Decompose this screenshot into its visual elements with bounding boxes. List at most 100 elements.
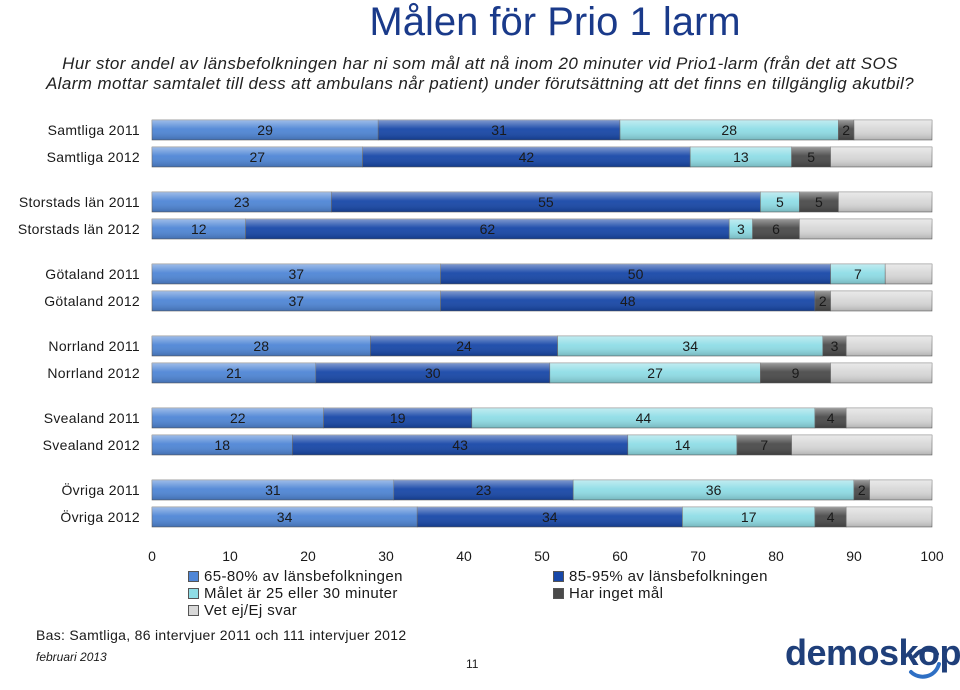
bar-segment-shade	[815, 408, 847, 428]
x-tick-label: 0	[148, 548, 156, 564]
data-label: 23	[234, 194, 250, 210]
legend-left: 65-80% av länsbefolkningen Målet är 25 e…	[188, 568, 403, 619]
bar-segment-shade	[854, 480, 870, 500]
bar-segment-shade	[838, 192, 932, 212]
bar-segment-shade	[292, 435, 628, 455]
bar-segment-shade	[815, 291, 831, 311]
bar-segment-shade	[315, 363, 550, 383]
data-label: 37	[289, 293, 305, 309]
x-tick-label: 50	[534, 548, 550, 564]
bar-segment-shade	[690, 147, 792, 167]
x-tick-label: 30	[378, 548, 394, 564]
bar-segment-shade	[815, 507, 847, 527]
data-label: 24	[456, 338, 472, 354]
legend-swatch-icon	[188, 605, 199, 616]
data-label: 44	[636, 410, 652, 426]
data-label: 7	[854, 266, 862, 282]
data-label: 30	[425, 365, 441, 381]
bar-segment-shade	[830, 147, 932, 167]
data-label: 21	[226, 365, 242, 381]
bar-segment-shade	[152, 147, 363, 167]
bar-segment-shade	[854, 120, 932, 140]
bar-segment-shade	[799, 219, 932, 239]
bar-segment-shade	[799, 192, 839, 212]
bar-segment-shade	[378, 120, 620, 140]
legend-swatch-icon	[188, 571, 199, 582]
x-tick-label: 70	[690, 548, 706, 564]
bar-segment-shade	[152, 480, 394, 500]
category-label: Samtliga 2012	[47, 149, 140, 165]
x-tick-label: 100	[920, 548, 944, 564]
bar-segment-shade	[682, 507, 815, 527]
bar-segment-shade	[152, 336, 371, 356]
category-label: Storstads län 2011	[19, 194, 140, 210]
data-label: 31	[265, 482, 281, 498]
bar-segment-shade	[869, 480, 932, 500]
data-label: 9	[792, 365, 800, 381]
category-label: Svealand 2011	[44, 410, 140, 426]
data-label: 14	[675, 437, 691, 453]
x-tick-label: 60	[612, 548, 628, 564]
data-label: 48	[620, 293, 636, 309]
legend-right: 85-95% av länsbefolkningen Har inget mål	[553, 568, 768, 602]
data-label: 4	[827, 509, 835, 525]
data-label: 18	[214, 437, 230, 453]
bar-segment-shade	[245, 219, 730, 239]
data-label: 27	[647, 365, 663, 381]
bar-segment-shade	[417, 507, 683, 527]
data-label: 2	[819, 293, 827, 309]
bar-segment-shade	[152, 120, 379, 140]
data-label: 29	[257, 122, 273, 138]
bar-segment-shade	[822, 336, 847, 356]
bar-segment-shade	[627, 435, 737, 455]
bar-segment-shade	[830, 363, 932, 383]
bar-segment-shade	[362, 147, 691, 167]
legend-swatch-icon	[188, 588, 199, 599]
category-label: Götaland 2012	[44, 293, 140, 309]
legend-label: Har inget mål	[569, 585, 664, 602]
bar-segment-shade	[846, 507, 932, 527]
data-label: 13	[733, 149, 749, 165]
data-label: 5	[807, 149, 815, 165]
bar-segment-shade	[152, 435, 293, 455]
category-label: Norrland 2012	[47, 365, 140, 381]
bar-segment-shade	[838, 120, 854, 140]
data-label: 5	[776, 194, 784, 210]
bar-segment-shade	[152, 507, 418, 527]
legend-item: 65-80% av länsbefolkningen	[188, 568, 403, 585]
demoskop-logo: demoskop	[785, 632, 960, 673]
bar-segment-shade	[152, 192, 332, 212]
data-label: 50	[628, 266, 644, 282]
bar-segment-shade	[620, 120, 839, 140]
data-label: 28	[721, 122, 737, 138]
legend-item: Vet ej/Ej svar	[188, 602, 403, 619]
data-label: 37	[289, 266, 305, 282]
data-label: 43	[452, 437, 468, 453]
legend-swatch-icon	[553, 588, 564, 599]
page-title: Målen för Prio 1 larm	[369, 0, 741, 44]
legend-item: Har inget mål	[553, 585, 768, 602]
data-label: 3	[737, 221, 745, 237]
x-tick-label: 40	[456, 548, 472, 564]
bar-segment-shade	[737, 435, 792, 455]
data-label: 34	[682, 338, 698, 354]
data-label: 3	[831, 338, 839, 354]
legend-label: 85-95% av länsbefolkningen	[569, 568, 768, 585]
page-number: 11	[466, 657, 479, 671]
base-note: Bas: Samtliga, 86 intervjuer 2011 och 11…	[36, 627, 407, 643]
data-label: 6	[772, 221, 780, 237]
data-label: 4	[827, 410, 835, 426]
bar-segment-shade	[440, 291, 815, 311]
data-label: 62	[480, 221, 496, 237]
data-label: 36	[706, 482, 722, 498]
legend-label: Vet ej/Ej svar	[204, 602, 298, 619]
bar-segment-shade	[152, 264, 441, 284]
category-label: Övriga 2011	[61, 481, 140, 498]
x-tick-label: 20	[300, 548, 316, 564]
legend-item: Målet är 25 eller 30 minuter	[188, 585, 403, 602]
bar-segment-shade	[549, 363, 761, 383]
bar-segment-shade	[760, 192, 800, 212]
bar-segment-shade	[557, 336, 823, 356]
bar-segment-shade	[573, 480, 854, 500]
